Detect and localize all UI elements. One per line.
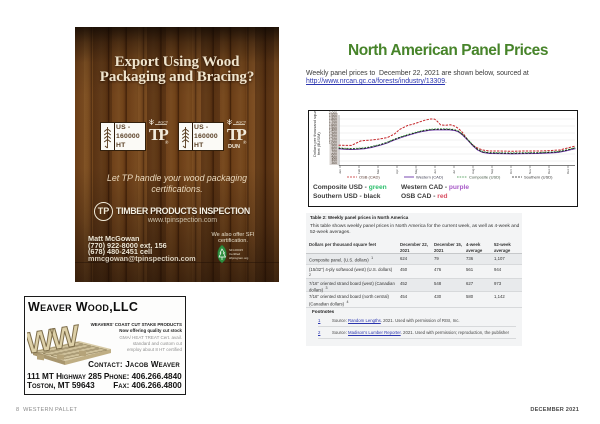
svg-text:1,800: 1,800: [329, 117, 337, 121]
svg-text:Nov: Nov: [528, 168, 532, 174]
svg-text:AGCY: AGCY: [236, 121, 247, 125]
svg-text:400: 400: [331, 158, 337, 162]
svg-text:700: 700: [331, 149, 337, 153]
svg-text:1,100: 1,100: [329, 138, 337, 142]
svg-text:Southern (USD): Southern (USD): [524, 175, 553, 180]
svg-text:Aug: Aug: [471, 168, 475, 174]
svg-text:OSB (CAD): OSB (CAD): [359, 175, 380, 180]
svg-text:2,000: 2,000: [329, 111, 337, 115]
svg-text:Apr: Apr: [395, 169, 399, 174]
svg-text:Feb: Feb: [357, 168, 361, 174]
svg-text:300: 300: [331, 161, 337, 165]
svg-text:1,700: 1,700: [329, 120, 337, 124]
svg-text:feet ($US/M): feet ($US/M): [316, 132, 321, 155]
svg-text:Composite (USD): Composite (USD): [469, 175, 501, 180]
svg-text:Jan: Jan: [338, 169, 342, 174]
svg-text:500: 500: [331, 155, 337, 159]
svg-text:AGCY: AGCY: [158, 121, 169, 125]
svg-text:sfiprogram.org: sfiprogram.org: [229, 256, 249, 260]
svg-text:800: 800: [331, 146, 337, 150]
svg-text:Dollars per thousand square: Dollars per thousand square: [312, 111, 317, 157]
svg-text:Dec: Dec: [547, 168, 551, 174]
svg-text:TP: TP: [149, 125, 168, 144]
svg-text:600: 600: [331, 152, 337, 156]
svg-text:Oct: Oct: [509, 169, 513, 174]
svg-text:TP: TP: [227, 125, 246, 144]
svg-text:1,500: 1,500: [329, 126, 337, 130]
svg-text:Jul: Jul: [452, 170, 456, 174]
svg-text:1,300: 1,300: [329, 132, 337, 136]
svg-text:®: ®: [165, 139, 169, 145]
svg-text:1,000: 1,000: [329, 141, 337, 145]
svg-text:Mar: Mar: [376, 169, 380, 174]
svg-text:Western (CAD): Western (CAD): [416, 175, 444, 180]
svg-text:®: ®: [243, 139, 247, 145]
svg-text:1,200: 1,200: [329, 135, 337, 139]
svg-text:SFI-00015: SFI-00015: [229, 248, 243, 252]
svg-text:Jun: Jun: [433, 169, 437, 174]
svg-text:1,900: 1,900: [329, 114, 337, 118]
svg-text:DUN: DUN: [228, 144, 240, 150]
svg-text:900: 900: [331, 143, 337, 147]
svg-text:1,400: 1,400: [329, 129, 337, 133]
svg-text:May: May: [414, 168, 418, 174]
svg-text:Certified: Certified: [229, 252, 241, 256]
svg-text:Sep: Sep: [490, 168, 494, 174]
svg-text:1,600: 1,600: [329, 123, 337, 127]
svg-text:Dec: Dec: [566, 168, 570, 174]
